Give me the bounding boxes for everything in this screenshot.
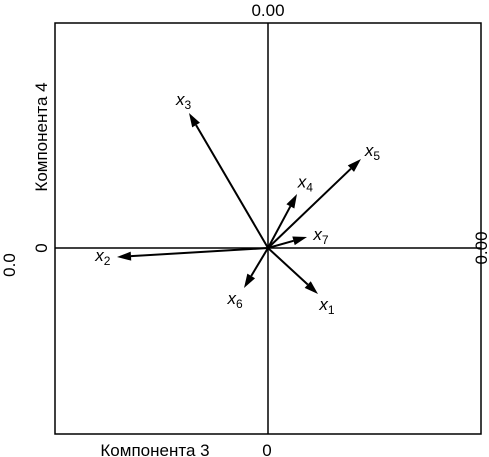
vector-x3 [195,124,269,249]
vector-label-x3: x3 [175,90,192,112]
vector-label-x1: x1 [318,295,335,317]
vector-x5-arrowhead [347,159,361,172]
loading-vectors: x1 x2 x3 x4 x5 x6 x7 [94,90,380,317]
right-axis-label: 0.00 [472,231,489,264]
vector-x6-arrowhead [244,273,256,288]
vector-x6 [250,247,269,277]
y-zero-tick-label: 0 [32,243,51,252]
x-axis-title: Компонента 3 [100,441,209,457]
y-axis-title: Компонента 4 [32,82,51,191]
vector-label-x2: x2 [94,246,111,268]
vector-label-x7: x7 [312,225,329,247]
vector-x1-arrowhead [304,281,318,294]
vector-x7-arrowhead [292,236,307,246]
vector-label-x5: x5 [364,141,381,163]
vector-x4 [267,205,292,249]
vector-x5 [267,167,352,249]
vector-label-x4: x4 [297,173,314,195]
x-zero-tick-label: 0 [262,441,271,457]
vector-x3-arrowhead [189,113,200,128]
top-axis-label: 0.00 [251,1,284,20]
left-axis-label: 0.0 [0,253,19,277]
vector-x4-arrowhead [286,194,297,209]
vector-label-x6: x6 [226,289,243,311]
vector-x2-arrowhead [117,251,132,261]
vector-x2 [130,247,269,258]
vector-x1 [267,247,309,286]
vector-x7 [267,239,294,249]
